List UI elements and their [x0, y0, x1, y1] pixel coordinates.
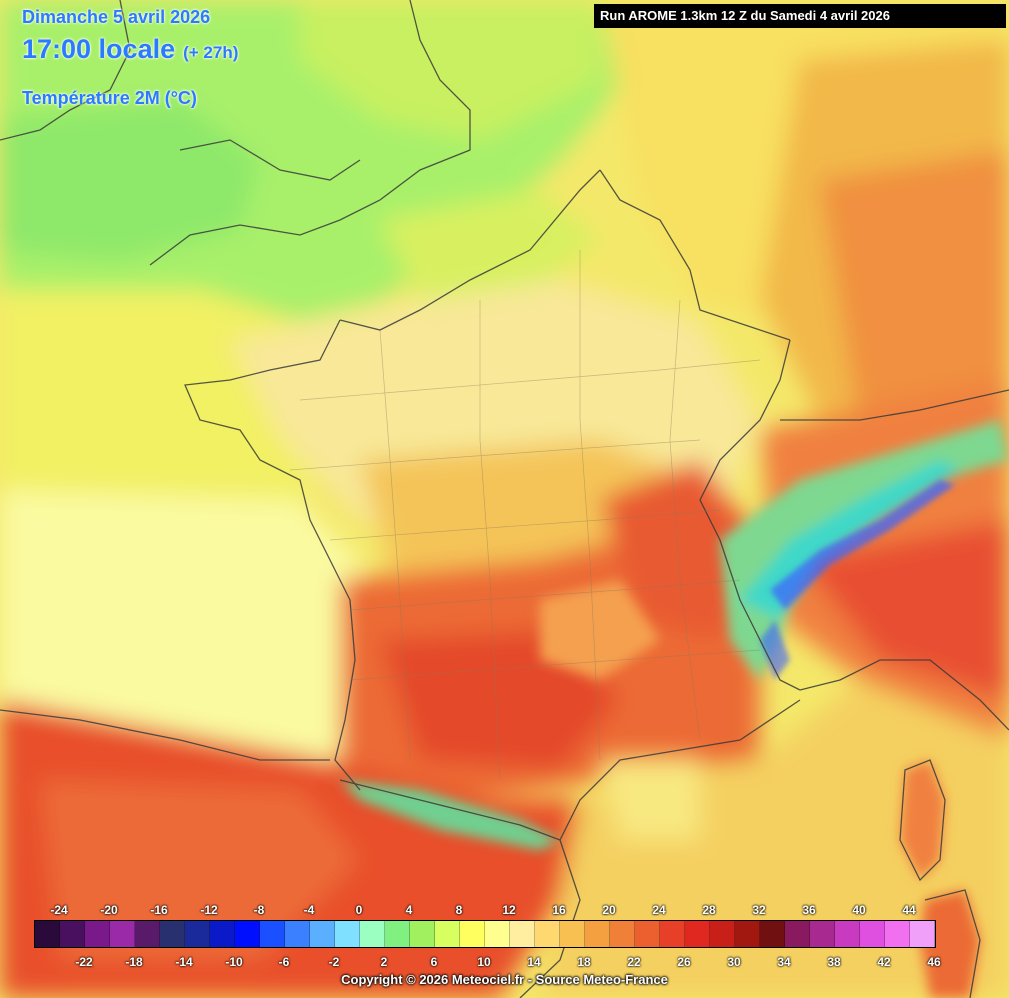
scale-swatch	[710, 921, 735, 947]
scale-swatch	[760, 921, 785, 947]
scale-swatch	[60, 921, 85, 947]
scale-label-top: 4	[405, 903, 413, 917]
scale-label-bottom: 30	[727, 955, 741, 969]
scale-swatch	[835, 921, 860, 947]
scale-label-top: -24	[50, 903, 68, 917]
color-scale-bar	[34, 920, 936, 948]
scale-swatch	[435, 921, 460, 947]
scale-swatch	[185, 921, 210, 947]
scale-label-top: 40	[852, 903, 866, 917]
scale-label-bottom: 14	[527, 955, 541, 969]
scale-label-bottom: 6	[430, 955, 438, 969]
scale-label-top: 32	[752, 903, 766, 917]
scale-label-bottom: 42	[877, 955, 891, 969]
scale-swatch	[135, 921, 160, 947]
scale-swatch	[660, 921, 685, 947]
scale-label-bottom: 34	[777, 955, 791, 969]
map-date: Dimanche 5 avril 2026	[22, 7, 211, 27]
map-time: 17:00 locale	[22, 34, 176, 64]
scale-label-bottom: 10	[477, 955, 491, 969]
scale-swatch	[460, 921, 485, 947]
scale-label-top: 16	[552, 903, 566, 917]
scale-swatch	[485, 921, 510, 947]
scale-label-top: -12	[200, 903, 218, 917]
scale-label-top: 20	[602, 903, 616, 917]
run-info-box: Run AROME 1.3km 12 Z du Samedi 4 avril 2…	[594, 4, 1006, 28]
map-time-line: 17:00 locale (+ 27h)	[22, 34, 238, 65]
scale-swatch	[810, 921, 835, 947]
scale-swatch	[910, 921, 935, 947]
scale-swatch	[110, 921, 135, 947]
scale-label-top: 24	[652, 903, 666, 917]
scale-label-bottom: -6	[278, 955, 290, 969]
scale-swatch	[335, 921, 360, 947]
scale-label-bottom: 22	[627, 955, 641, 969]
scale-label-bottom: 46	[927, 955, 941, 969]
scale-swatch	[535, 921, 560, 947]
scale-swatch	[785, 921, 810, 947]
scale-swatch	[585, 921, 610, 947]
scale-label-bottom: 2	[380, 955, 388, 969]
scale-swatch	[410, 921, 435, 947]
scale-label-top: -4	[303, 903, 315, 917]
scale-label-top: 28	[702, 903, 716, 917]
scale-swatch	[85, 921, 110, 947]
scale-swatch	[735, 921, 760, 947]
scale-swatch	[885, 921, 910, 947]
scale-swatch	[635, 921, 660, 947]
copyright-notice: Copyright © 2026 Meteociel.fr - Source M…	[341, 972, 668, 987]
scale-label-bottom: 38	[827, 955, 841, 969]
scale-swatch	[210, 921, 235, 947]
scale-label-bottom: -14	[175, 955, 193, 969]
scale-label-bottom: -2	[328, 955, 340, 969]
scale-label-top: 36	[802, 903, 816, 917]
scale-swatch	[685, 921, 710, 947]
scale-label-bottom: -22	[75, 955, 93, 969]
scale-label-bottom: 18	[577, 955, 591, 969]
scale-label-bottom: -18	[125, 955, 143, 969]
scale-swatch	[235, 921, 260, 947]
scale-swatch	[310, 921, 335, 947]
scale-swatch	[360, 921, 385, 947]
scale-label-top: 0	[355, 903, 363, 917]
map-parameter: Température 2M (°C)	[22, 88, 197, 108]
scale-swatch	[560, 921, 585, 947]
scale-label-top: -8	[253, 903, 265, 917]
scale-label-top: 44	[902, 903, 916, 917]
forecast-offset: (+ 27h)	[183, 43, 239, 62]
scale-swatch	[860, 921, 885, 947]
scale-swatch	[610, 921, 635, 947]
scale-swatch	[160, 921, 185, 947]
scale-swatch	[260, 921, 285, 947]
scale-label-top: 8	[455, 903, 463, 917]
scale-label-top: -20	[100, 903, 118, 917]
scale-swatch	[510, 921, 535, 947]
scale-swatch	[385, 921, 410, 947]
scale-label-bottom: -10	[225, 955, 243, 969]
scale-label-bottom: 26	[677, 955, 691, 969]
scale-swatch	[35, 921, 60, 947]
scale-label-top: -16	[150, 903, 168, 917]
scale-swatch	[285, 921, 310, 947]
scale-label-top: 12	[502, 903, 516, 917]
